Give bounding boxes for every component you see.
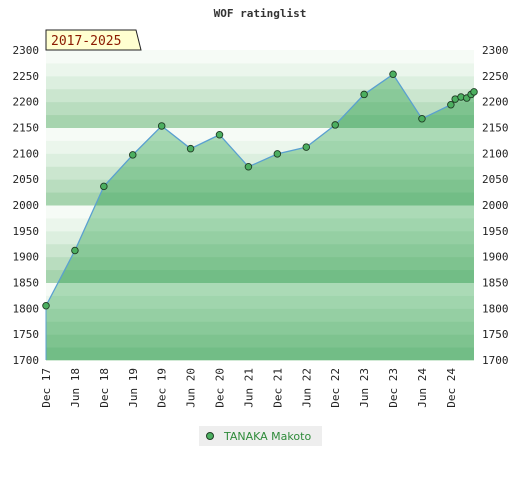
y-tick-label-right: 2200 — [482, 96, 509, 109]
background-band — [46, 62, 474, 77]
x-axis: Dec 17 Jun 18 Dec 18 Jun 19 Dec 19 Jun 20 Dec … — [40, 368, 458, 408]
x-tick-label: Dec 18 — [98, 368, 111, 408]
data-point — [71, 246, 79, 255]
y-tick-label-right: 1750 — [482, 328, 509, 341]
y-tick-label-left: 2100 — [13, 147, 40, 160]
y-tick-label-right: 2000 — [482, 199, 509, 212]
legend-box — [199, 426, 322, 446]
y-axis-left: 1700 1750 1800 1850 1900 1950 2000 2050 2100 2150… — [13, 44, 40, 367]
y-tick-label-right: 2250 — [482, 70, 509, 83]
x-tick-label: Jun 23 — [358, 368, 371, 408]
y-tick-label-left: 1800 — [13, 302, 40, 315]
x-tick-label: Dec 22 — [329, 368, 342, 408]
background-band — [46, 75, 474, 90]
y-tick-label-left: 2000 — [13, 199, 40, 212]
data-point — [42, 302, 50, 310]
data-point — [418, 114, 426, 123]
y-axis-right: 1700 1750 1800 1850 1900 1950 2000 2050 2100 2150… — [482, 44, 509, 367]
area-band — [46, 295, 474, 309]
y-tick-label-left: 2300 — [13, 44, 40, 57]
area-band — [46, 256, 474, 271]
y-tick-label-left: 1750 — [13, 328, 40, 341]
area-band — [46, 192, 474, 206]
area-band — [46, 243, 474, 258]
legend-marker — [206, 432, 214, 440]
y-tick-label-right: 1850 — [482, 277, 509, 290]
data-point — [157, 122, 166, 130]
area-band — [46, 166, 474, 180]
legend: TANAKA Makoto — [199, 426, 322, 446]
badge-label: 2017-2025 — [51, 34, 121, 49]
x-tick-label: Dec 20 — [214, 368, 227, 408]
x-tick-label: Jun 20 — [185, 368, 198, 408]
x-tick-label: Jun 18 — [69, 368, 82, 408]
area-band — [46, 282, 474, 296]
data-point — [331, 121, 339, 129]
data-point — [129, 151, 137, 159]
y-tick-label-right: 1950 — [482, 225, 509, 238]
y-tick-label-right: 2050 — [482, 173, 509, 186]
chart-title: WOF ratinglist — [214, 7, 307, 20]
data-point — [470, 88, 478, 96]
year-range-badge: 2017-2025 — [45, 29, 142, 51]
x-tick-label: Dec 23 — [387, 368, 400, 408]
badge-box — [45, 29, 142, 51]
y-tick-label-left: 2050 — [13, 173, 40, 186]
data-point — [186, 144, 195, 153]
y-tick-label-left: 1700 — [13, 354, 40, 367]
area-band — [46, 230, 474, 245]
area-band — [46, 205, 474, 219]
x-tick-label: Jun 24 — [416, 368, 429, 408]
x-tick-label: Jun 19 — [127, 368, 140, 408]
x-tick-label: Dec 17 — [40, 368, 53, 408]
area-band — [46, 179, 474, 193]
x-tick-label: Jun 21 — [242, 368, 255, 408]
y-tick-label-left: 1850 — [13, 277, 40, 290]
data-point — [215, 130, 224, 139]
y-tick-label-right: 1800 — [482, 302, 509, 315]
x-tick-label: Dec 21 — [271, 368, 284, 408]
area-band — [46, 269, 474, 283]
y-tick-label-right: 1900 — [482, 251, 509, 264]
x-tick-label: Dec 19 — [156, 368, 169, 408]
area-band — [46, 347, 474, 360]
data-point — [244, 163, 253, 171]
data-point — [360, 90, 368, 99]
x-tick-label: Jun 22 — [300, 368, 313, 408]
y-tick-label-right: 1700 — [482, 354, 509, 367]
data-point — [100, 182, 108, 191]
y-tick-label-left: 2200 — [13, 96, 40, 109]
data-point — [447, 101, 455, 109]
area-band — [46, 334, 474, 348]
y-tick-label-left: 1900 — [13, 251, 40, 264]
x-tick-label: Dec 24 — [445, 368, 458, 408]
background-band — [46, 50, 474, 64]
y-tick-label-right: 2150 — [482, 122, 509, 135]
y-tick-label-left: 1950 — [13, 225, 40, 238]
area-band — [46, 217, 474, 232]
series-points — [42, 70, 478, 310]
data-point — [273, 150, 282, 158]
area-band — [46, 321, 474, 335]
area-band — [46, 308, 474, 322]
y-tick-label-left: 2150 — [13, 122, 40, 135]
data-point — [389, 70, 397, 79]
y-tick-label-right: 2300 — [482, 44, 509, 57]
y-tick-label-right: 2100 — [482, 147, 509, 160]
data-point — [302, 143, 311, 151]
y-tick-label-left: 2250 — [13, 70, 40, 83]
legend-series-name: TANAKA Makoto — [223, 430, 311, 443]
